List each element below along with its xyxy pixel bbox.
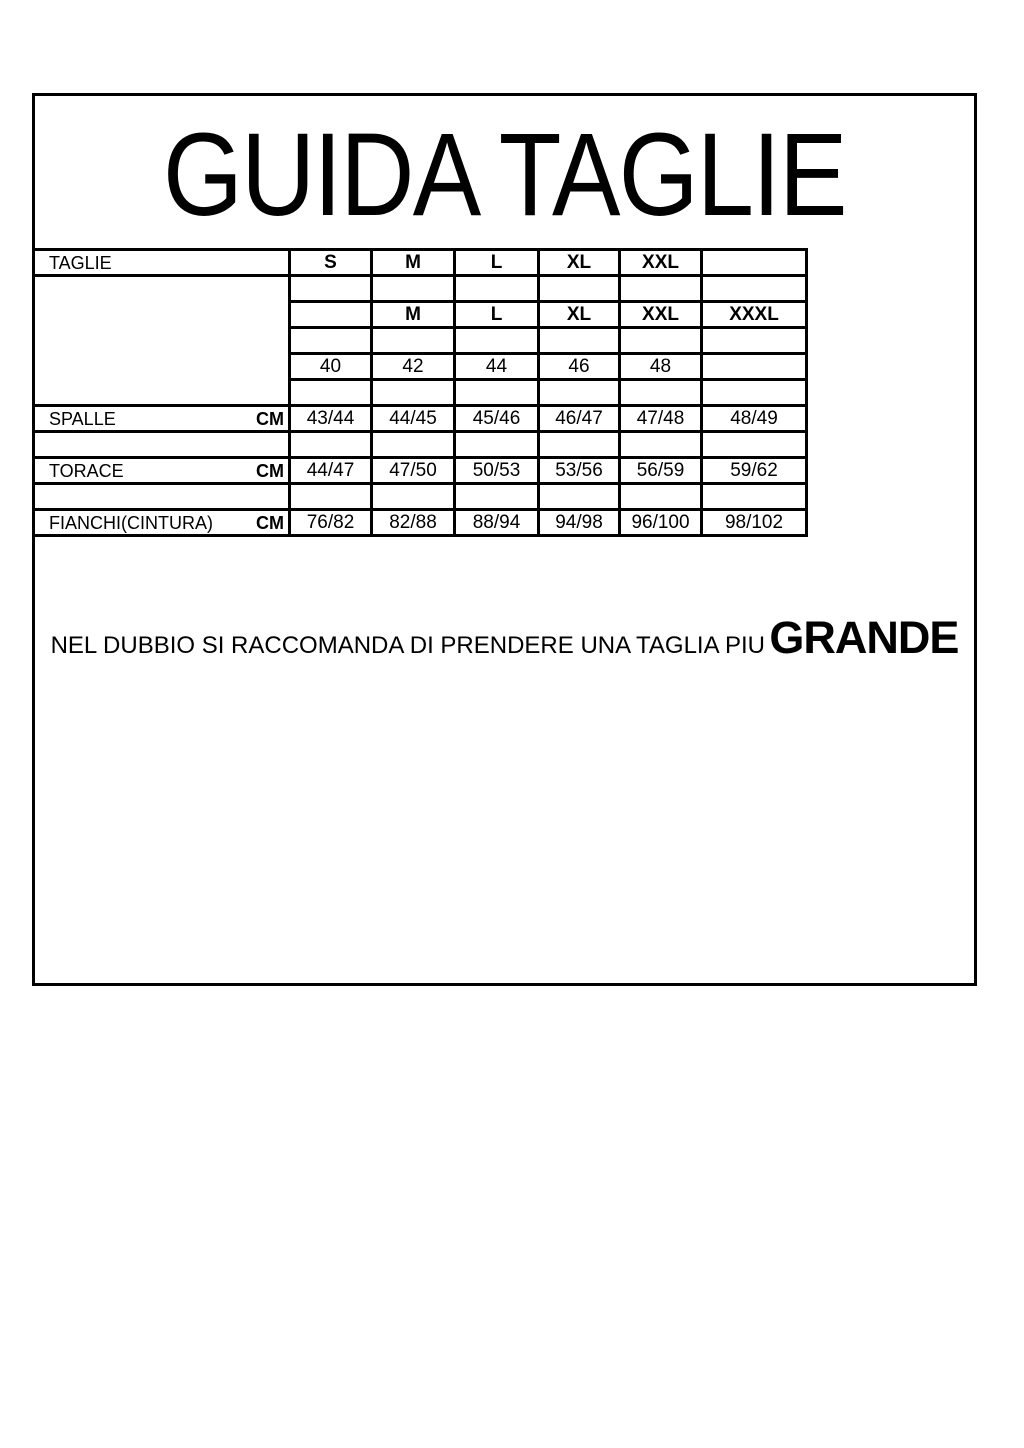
empty-cell <box>700 482 808 511</box>
empty-cell <box>700 326 808 355</box>
merged-empty-cell <box>32 274 291 407</box>
table-row-alt-sizes: M L XL XXL XXXL <box>34 300 808 329</box>
empty-cell <box>288 482 373 511</box>
value-cell: 88/94 <box>453 508 540 537</box>
page-title: GUIDA TAGLIE <box>163 109 847 241</box>
size-cell: M <box>370 300 456 329</box>
value-cell: 43/44 <box>288 404 373 433</box>
empty-cell <box>453 430 540 459</box>
table-row-spacer <box>34 326 808 355</box>
empty-cell <box>288 378 373 407</box>
empty-cell <box>288 274 373 303</box>
table-row-header: TAGLIE S M L XL XXL <box>32 248 808 277</box>
value-cell: 53/56 <box>537 456 621 485</box>
empty-cell <box>700 378 808 407</box>
size-cell: XXL <box>618 300 703 329</box>
size-cell: XXXL <box>700 300 808 329</box>
empty-cell <box>370 378 456 407</box>
value-cell: 47/48 <box>618 404 703 433</box>
value-cell: 45/46 <box>453 404 540 433</box>
row-label-cell: SPALLE CM <box>32 404 291 433</box>
note-emphasis: GRANDE <box>769 612 959 663</box>
empty-cell <box>537 274 621 303</box>
row-label: FIANCHI(CINTURA) <box>49 512 213 533</box>
value-cell: 50/53 <box>453 456 540 485</box>
size-cell: XL <box>537 248 621 277</box>
table-row-torace: TORACE CM 44/47 47/50 50/53 53/56 56/59 … <box>32 456 808 485</box>
table-row-numeric-sizes: 40 42 44 46 48 <box>34 352 808 381</box>
row-label: TAGLIE <box>49 252 112 273</box>
value-cell: 47/50 <box>370 456 456 485</box>
empty-cell <box>32 482 291 511</box>
empty-cell <box>370 274 456 303</box>
size-cell: 46 <box>537 352 621 381</box>
empty-cell <box>700 430 808 459</box>
empty-cell <box>700 248 808 277</box>
size-cell: S <box>288 248 373 277</box>
empty-cell <box>453 274 540 303</box>
empty-cell <box>288 430 373 459</box>
table-row-fianchi: FIANCHI(CINTURA) CM 76/82 82/88 88/94 94… <box>32 508 808 537</box>
empty-cell <box>537 326 621 355</box>
empty-cell <box>618 378 703 407</box>
empty-cell <box>288 326 373 355</box>
value-cell: 56/59 <box>618 456 703 485</box>
table-row-spacer <box>32 482 808 511</box>
value-cell: 76/82 <box>288 508 373 537</box>
empty-cell <box>32 430 291 459</box>
value-cell: 94/98 <box>537 508 621 537</box>
value-cell: 96/100 <box>618 508 703 537</box>
empty-cell <box>700 352 808 381</box>
empty-cell <box>537 482 621 511</box>
row-unit: CM <box>256 512 284 533</box>
empty-cell <box>618 326 703 355</box>
table-row-spacer <box>32 430 808 459</box>
empty-cell <box>370 326 456 355</box>
empty-cell <box>537 430 621 459</box>
table-row-spalle: SPALLE CM 43/44 44/45 45/46 46/47 47/48 … <box>32 404 808 433</box>
value-cell: 98/102 <box>700 508 808 537</box>
size-advice-note: NEL DUBBIO SI RACCOMANDA DI PRENDERE UNA… <box>32 612 977 664</box>
value-cell: 82/88 <box>370 508 456 537</box>
value-cell: 44/47 <box>288 456 373 485</box>
size-cell: 44 <box>453 352 540 381</box>
size-cell: M <box>370 248 456 277</box>
row-label: SPALLE <box>49 408 116 429</box>
empty-cell <box>700 274 808 303</box>
row-unit: CM <box>256 460 284 481</box>
empty-cell <box>288 300 373 329</box>
size-cell: L <box>453 300 540 329</box>
empty-cell <box>370 430 456 459</box>
row-label-cell: FIANCHI(CINTURA) CM <box>32 508 291 537</box>
row-label-cell: TAGLIE <box>32 248 291 277</box>
empty-cell <box>370 482 456 511</box>
size-cell: XXL <box>618 248 703 277</box>
title-band: GUIDA TAGLIE <box>32 100 977 250</box>
value-cell: 46/47 <box>537 404 621 433</box>
size-cell: XL <box>537 300 621 329</box>
row-label: TORACE <box>49 460 124 481</box>
empty-cell <box>618 430 703 459</box>
empty-cell <box>618 482 703 511</box>
size-cell: 42 <box>370 352 456 381</box>
size-cell: 48 <box>618 352 703 381</box>
table-row-spacer <box>32 274 808 407</box>
size-cell: 40 <box>288 352 373 381</box>
note-text: NEL DUBBIO SI RACCOMANDA DI PRENDERE UNA… <box>50 632 765 659</box>
empty-cell <box>453 326 540 355</box>
size-cell: L <box>453 248 540 277</box>
size-table: TAGLIE S M L XL XXL <box>32 248 808 537</box>
row-label-cell: TORACE CM <box>32 456 291 485</box>
empty-cell <box>453 482 540 511</box>
row-unit: CM <box>256 408 284 429</box>
empty-cell <box>453 378 540 407</box>
empty-cell <box>618 274 703 303</box>
value-cell: 44/45 <box>370 404 456 433</box>
table-row-spacer <box>34 378 808 407</box>
empty-cell <box>537 378 621 407</box>
page-border-frame <box>32 93 977 986</box>
value-cell: 59/62 <box>700 456 808 485</box>
value-cell: 48/49 <box>700 404 808 433</box>
